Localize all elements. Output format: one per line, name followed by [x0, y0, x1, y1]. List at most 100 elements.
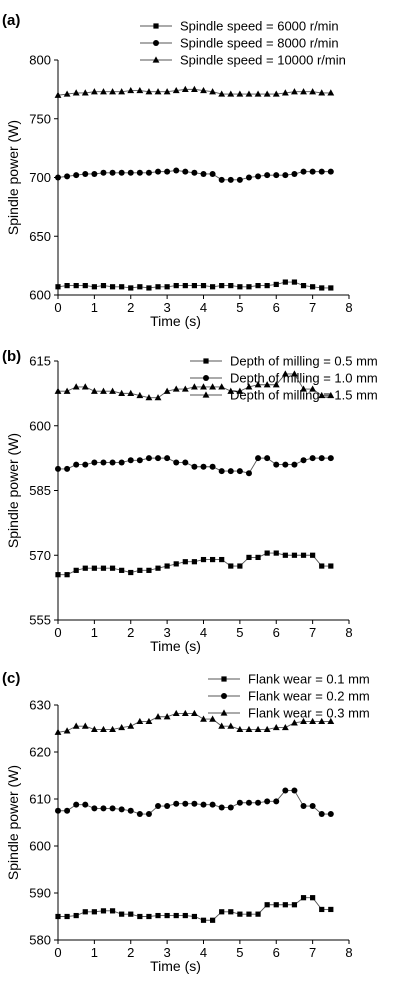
data-point [245, 383, 253, 390]
data-point [272, 723, 280, 731]
y-tick-label: 630 [29, 698, 51, 713]
data-point [300, 717, 307, 725]
data-point [300, 385, 307, 392]
data-point [255, 911, 261, 917]
data-point [146, 567, 152, 573]
y-tick-label: 800 [29, 53, 51, 68]
data-point [245, 725, 253, 733]
y-tick-label: 750 [29, 111, 51, 126]
data-point [200, 917, 207, 923]
data-point [127, 169, 134, 176]
data-point [200, 801, 207, 808]
data-point [81, 89, 89, 96]
data-point [164, 803, 171, 810]
data-point [109, 908, 116, 914]
data-point [309, 455, 316, 462]
data-point [90, 387, 98, 394]
data-point [100, 387, 107, 394]
panel-0: (a) 0 1 2 3 4 5 6 7 8 600 650 700 750 800 Time (s) Spind… [2, 12, 353, 329]
data-point [109, 725, 116, 733]
x-tick-label: 2 [127, 625, 134, 640]
panel-label: (c) [2, 670, 20, 687]
data-point [109, 565, 116, 571]
data-point [282, 279, 288, 285]
data-point [327, 168, 334, 175]
data-point [100, 725, 107, 733]
data-point [245, 470, 252, 477]
data-point [164, 563, 170, 569]
data-point [172, 709, 180, 717]
legend-label: Depth of milling = 1.0 mm [230, 371, 378, 386]
data-point [182, 559, 188, 565]
data-point [55, 465, 61, 472]
y-axis-label: Spindle power (W) [5, 433, 21, 548]
data-point [209, 556, 216, 563]
legend-label: Flank wear = 0.1 mm [248, 672, 370, 687]
data-point [245, 799, 252, 806]
panel-label: (a) [2, 12, 20, 29]
data-point [119, 567, 125, 573]
data-point [154, 88, 162, 95]
data-point [173, 800, 180, 807]
x-tick-label: 7 [309, 625, 316, 640]
data-point [318, 455, 325, 462]
x-tick-label: 2 [127, 945, 134, 960]
panel-label: (b) [2, 348, 21, 365]
data-point [191, 463, 198, 470]
data-point [73, 801, 80, 808]
legend-marker [221, 693, 227, 699]
series-2 [54, 85, 335, 98]
legend-marker [220, 709, 228, 716]
data-point [291, 787, 298, 794]
data-point [227, 176, 234, 183]
x-tick-label: 5 [236, 945, 243, 960]
data-point [91, 805, 98, 812]
data-point [182, 912, 188, 919]
series-1 [55, 787, 334, 818]
data-point [172, 385, 180, 392]
y-tick-label: 580 [29, 933, 51, 948]
data-point [264, 798, 271, 805]
data-point [118, 169, 125, 176]
x-tick-label: 1 [91, 625, 98, 640]
data-point [254, 381, 262, 388]
data-point [282, 787, 289, 794]
data-point [91, 909, 97, 915]
data-point [82, 170, 89, 177]
x-tick-label: 8 [345, 625, 352, 640]
data-point [300, 803, 307, 810]
data-point [327, 717, 335, 725]
data-point [281, 370, 289, 377]
data-point [246, 284, 252, 290]
data-point [291, 170, 298, 177]
data-point [200, 170, 207, 177]
data-point [64, 173, 71, 180]
data-point [128, 911, 134, 917]
data-point [309, 385, 317, 392]
x-tick-label: 0 [54, 300, 61, 315]
data-point [100, 908, 107, 914]
data-point [137, 284, 143, 290]
data-point [182, 459, 189, 466]
data-point [119, 911, 125, 917]
data-point [310, 895, 316, 901]
data-point [310, 552, 316, 558]
data-point [309, 803, 316, 810]
series-1 [55, 455, 334, 477]
data-point [273, 550, 279, 556]
data-point [200, 715, 207, 722]
data-point [237, 911, 243, 917]
legend-marker [152, 56, 160, 63]
data-point [209, 463, 216, 470]
x-tick-label: 3 [164, 300, 171, 315]
panel-2: (c) 0 1 2 3 4 5 6 7 8 580 590 600 610 620 630 Time (s) Sp… [2, 670, 370, 974]
data-point [200, 283, 207, 289]
data-point [145, 88, 153, 95]
data-point [209, 88, 216, 95]
data-point [291, 279, 298, 285]
data-point [118, 459, 125, 466]
data-point [127, 457, 134, 464]
data-point [154, 713, 162, 720]
data-point [191, 283, 198, 289]
data-point [136, 811, 143, 818]
